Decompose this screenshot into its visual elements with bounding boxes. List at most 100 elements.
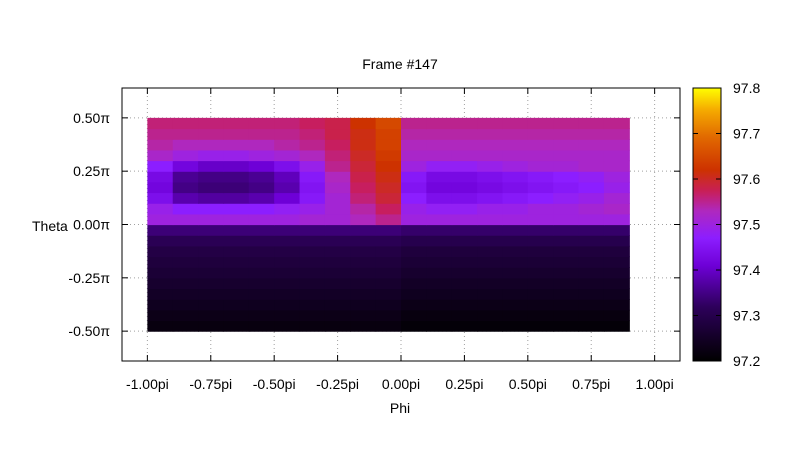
heatmap-cell	[502, 277, 529, 290]
x-tick-label: 1.00pi	[636, 376, 674, 392]
heatmap-cell	[147, 203, 174, 215]
y-tick-label: 0.00π	[73, 217, 110, 233]
heatmap-cell	[451, 277, 478, 290]
heatmap-cell	[426, 245, 453, 258]
heatmap-cell	[603, 149, 630, 162]
heatmap-cell	[401, 149, 427, 162]
heatmap-cell	[401, 299, 427, 311]
heatmap-cell	[451, 139, 478, 151]
heatmap-cell	[451, 192, 478, 204]
heatmap-cell	[426, 203, 453, 215]
heatmap-cell	[553, 267, 580, 279]
heatmap-cell	[603, 245, 630, 258]
heatmap-cell	[147, 309, 174, 322]
heatmap-cell	[451, 320, 478, 332]
y-axis-label: Theta	[32, 218, 68, 234]
heatmap-cell	[172, 256, 199, 268]
heatmap-cell	[527, 256, 554, 268]
heatmap-cell	[274, 320, 301, 332]
heatmap-cell	[527, 128, 554, 140]
heatmap-cell	[274, 139, 301, 151]
heatmap-cell	[350, 309, 377, 322]
x-tick-label: -0.75pi	[189, 376, 232, 392]
heatmap-cell	[603, 160, 630, 172]
heatmap-cell	[451, 299, 478, 311]
heatmap-cell	[477, 299, 504, 311]
heatmap-cell	[324, 224, 351, 236]
heatmap-cell	[375, 128, 402, 140]
heatmap-cell	[299, 288, 326, 300]
heatmap-cell	[147, 256, 174, 268]
heatmap-cell	[502, 245, 529, 258]
heatmap-cell	[401, 309, 427, 322]
heatmap-cell	[248, 213, 275, 226]
heatmap-cell	[223, 181, 250, 194]
heatmap-cell	[324, 203, 351, 215]
heatmap-cell	[553, 203, 580, 215]
heatmap-cell	[603, 181, 630, 194]
heatmap-cell	[578, 203, 605, 215]
heatmap-cell	[477, 288, 504, 300]
heatmap-cell	[375, 267, 402, 279]
y-tick-label: 0.25π	[73, 163, 110, 179]
heatmap-cell	[248, 203, 275, 215]
heatmap-cell	[248, 235, 275, 247]
heatmap-cell	[350, 160, 377, 172]
heatmap-cell	[299, 139, 326, 151]
heatmap-cell	[172, 213, 199, 226]
heatmap-cell	[426, 139, 453, 151]
heatmap-cell	[451, 149, 478, 162]
heatmap-cell	[553, 288, 580, 300]
heatmap-cell	[198, 288, 225, 300]
heatmap-cell	[299, 171, 326, 183]
heatmap-cell	[248, 288, 275, 300]
heatmap-cell	[401, 203, 427, 215]
heatmap-cell	[147, 213, 174, 226]
heatmap-cell	[324, 267, 351, 279]
heatmap-cell	[477, 256, 504, 268]
heatmap-cell	[477, 117, 504, 130]
heatmap-cell	[147, 160, 174, 172]
heatmap-cell	[324, 320, 351, 332]
heatmap-cell	[451, 267, 478, 279]
heatmap-cell	[299, 203, 326, 215]
heatmap-cell	[477, 128, 504, 140]
heatmap-cell	[527, 213, 554, 226]
heatmap-cell	[375, 117, 402, 130]
heatmap-cell	[274, 309, 301, 322]
heatmap-cell	[198, 139, 225, 151]
heatmap-cell	[401, 235, 427, 247]
heatmap-cell	[553, 320, 580, 332]
colorbar-tick-label: 97.7	[733, 126, 760, 142]
heatmap-cell	[603, 117, 630, 130]
x-tick-label: 0.25pi	[445, 376, 483, 392]
heatmap-cell	[477, 235, 504, 247]
heatmap-cell	[451, 309, 478, 322]
heatmap-cell	[274, 213, 301, 226]
x-axis-ticks: -1.00pi -0.75pi -0.50pi -0.25pi 0.00pi 0.25pi…	[126, 88, 674, 392]
heatmap-cell	[248, 320, 275, 332]
heatmap-cell	[172, 181, 199, 194]
heatmap-cells	[147, 117, 630, 332]
heatmap-cell	[451, 160, 478, 172]
heatmap-cell	[375, 160, 402, 172]
heatmap-cell	[451, 235, 478, 247]
heatmap-cell	[527, 235, 554, 247]
heatmap-cell	[147, 181, 174, 194]
heatmap-cell	[274, 181, 301, 194]
heatmap-cell	[299, 181, 326, 194]
heatmap-cell	[553, 245, 580, 258]
y-tick-label: -0.50π	[68, 323, 110, 339]
heatmap-cell	[248, 309, 275, 322]
heatmap-cell	[502, 181, 529, 194]
heatmap-cell	[401, 139, 427, 151]
heatmap-cell	[324, 277, 351, 290]
heatmap-cell	[223, 171, 250, 183]
heatmap-cell	[248, 277, 275, 290]
heatmap-cell	[223, 267, 250, 279]
heatmap-cell	[426, 213, 453, 226]
heatmap-cell	[350, 139, 377, 151]
heatmap-cell	[248, 149, 275, 162]
heatmap-cell	[451, 181, 478, 194]
heatmap-cell	[147, 171, 174, 183]
